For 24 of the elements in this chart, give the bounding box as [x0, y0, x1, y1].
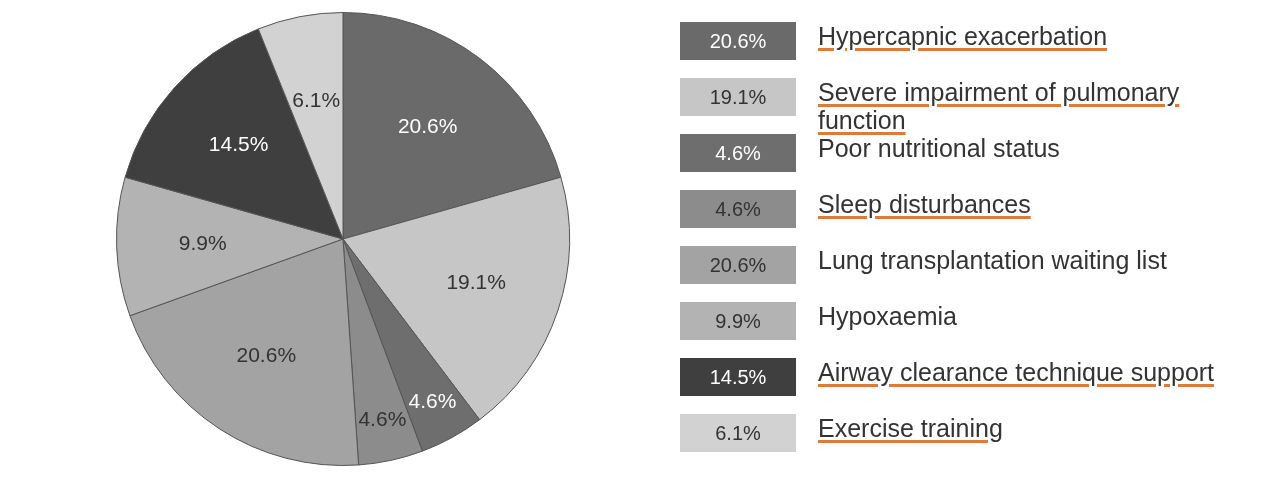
legend-label: Lung transplantation waiting list	[818, 246, 1168, 274]
data-label: 19.1%	[446, 270, 506, 294]
text: 4.6%	[715, 141, 761, 164]
text: 9.9%	[715, 309, 761, 332]
data-label: 6.1%	[292, 87, 341, 111]
text: 19.1%	[709, 85, 767, 108]
text: 6.1%	[715, 421, 761, 444]
text: 20.6%	[709, 29, 767, 52]
legend-label: Exercise training	[818, 414, 1004, 442]
data-label: 9.9%	[178, 230, 227, 254]
text: 20.6%	[709, 253, 767, 276]
legend-label: Hypercapnic exacerbation	[818, 22, 1109, 50]
data-label: 20.6%	[236, 343, 297, 367]
legend-label: Severe impairment of pulmonary function	[818, 78, 1181, 134]
text: 14.5%	[709, 365, 767, 388]
legend-label: Hypoxaemia	[818, 302, 958, 330]
legend-label: Airway clearance technique support	[818, 358, 1216, 386]
data-label: 4.6%	[408, 388, 457, 412]
data-label: 4.6%	[358, 407, 407, 431]
legend-label: Poor nutritional status	[818, 134, 1061, 162]
legend-label: Sleep disturbances	[818, 190, 1032, 218]
data-label: 14.5%	[208, 131, 269, 155]
data-label: 20.6%	[397, 113, 458, 137]
text: 4.6%	[715, 197, 761, 220]
